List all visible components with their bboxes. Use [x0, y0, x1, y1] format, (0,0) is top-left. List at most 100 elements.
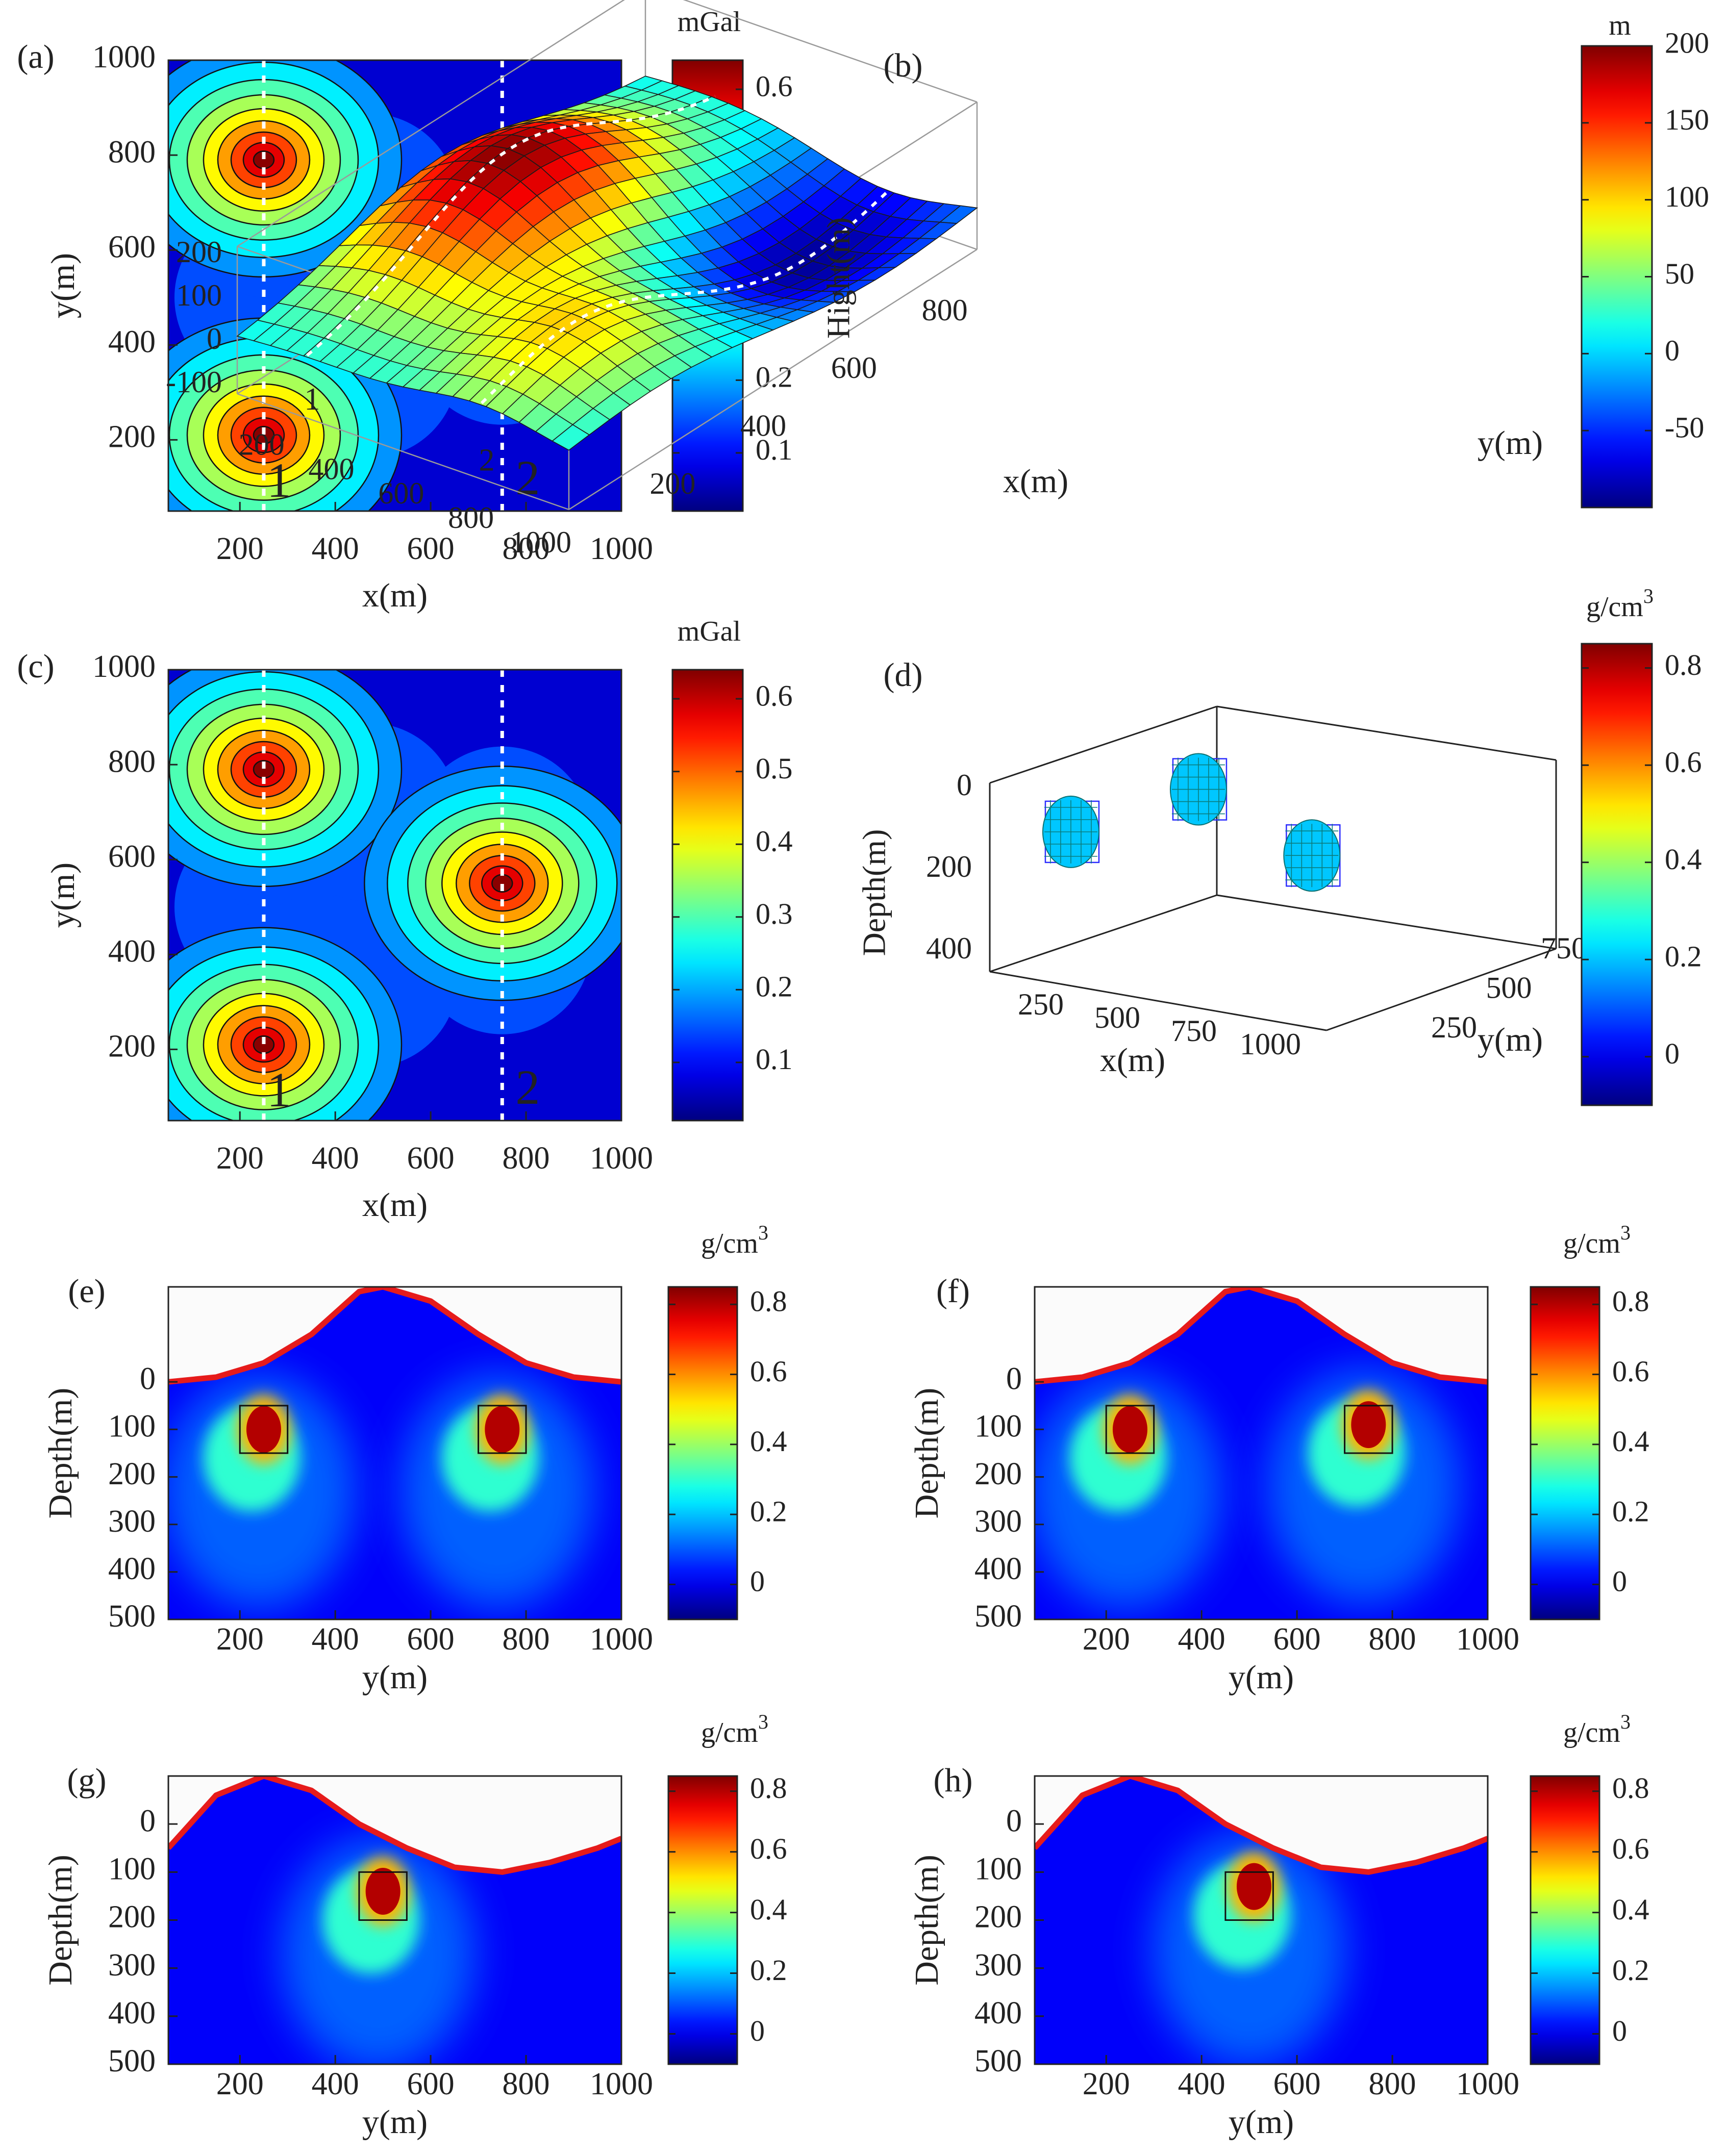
z-tick-label: -100 — [166, 365, 222, 399]
air-region — [1035, 1287, 1488, 1382]
true-body-outline — [358, 1871, 408, 1921]
x-axis-label: y(m) — [362, 1659, 428, 1696]
profile-label-2: 2 — [515, 450, 540, 505]
x-tick-label: 200 — [1083, 1622, 1130, 1657]
y-tick-label: 200 — [974, 1900, 1022, 1935]
panel-e: 200 400 600 800 1000 0 100 200 300 400 500 y(m) Dept… — [42, 1273, 653, 1696]
colorbar-d: 0 0.2 0.4 0.6 0.8 — [1581, 643, 1702, 1106]
colorbar-tick-label: 0.1 — [756, 1043, 793, 1076]
x-tick-label: 400 — [1178, 2067, 1225, 2101]
colorbar-title-base: g/cm — [701, 1228, 758, 1259]
x-axis-label: y(m) — [1229, 2103, 1294, 2141]
plot-area — [1035, 1776, 1488, 2064]
x-tick-label: 400 — [312, 2067, 359, 2101]
y-tick-label: 500 — [108, 1599, 156, 1634]
colorbar-tick-label: 0.2 — [750, 1954, 787, 1987]
x-tick-label: 400 — [312, 1141, 359, 1176]
colorbar-tick-label: 0.6 — [756, 679, 793, 712]
x-tick-label: 800 — [448, 501, 494, 535]
colorbar-tick-label: 0.2 — [1665, 940, 1702, 973]
colorbar-tick-label: 0 — [1612, 2014, 1627, 2047]
x-tick-label: 200 — [216, 1141, 264, 1176]
y-tick-label: 400 — [740, 409, 786, 442]
y-tick-label: 200 — [108, 1457, 156, 1491]
colorbar-title-superscript: 3 — [1620, 1710, 1631, 1733]
y-tick-label: 400 — [974, 1552, 1022, 1586]
colorbar-tick-label: 50 — [1665, 257, 1694, 290]
y-tick-label: 300 — [974, 1504, 1022, 1539]
x-tick-label: 200 — [216, 2067, 264, 2101]
y-axis-label: Depth(m) — [908, 1855, 945, 1986]
x-tick-label: 400 — [308, 452, 354, 486]
axes-frame — [167, 1286, 622, 1620]
colorbar-tick-label: 0 — [1665, 1037, 1680, 1070]
x-tick-label: 600 — [1273, 2067, 1321, 2101]
box-edge — [989, 971, 1327, 1031]
colorbar-tick-label: 0.6 — [750, 1832, 787, 1865]
y-tick-label: 400 — [108, 1996, 156, 2031]
colorbar-tick-label: 0.4 — [750, 1425, 787, 1458]
y-tick-label: 0 — [1006, 1362, 1022, 1397]
x-axis-label: y(m) — [1229, 1659, 1294, 1696]
x-tick-label: 600 — [407, 1141, 455, 1176]
y-tick-label: 300 — [108, 1948, 156, 1983]
x-axis-label: y(m) — [362, 2103, 428, 2141]
z-axis-label: Hight(m) — [820, 217, 857, 339]
density-peak — [365, 1868, 401, 1915]
x-axis-label: x(m) — [1003, 463, 1068, 500]
x-tick-label: 600 — [378, 476, 424, 510]
panel-label: (c) — [17, 648, 54, 685]
colorbar-tick-label: 0.6 — [750, 1355, 787, 1388]
y-tick-label: 500 — [974, 1599, 1022, 1634]
y-tick-label: 400 — [974, 1996, 1022, 2031]
y-tick-label: 800 — [108, 135, 156, 169]
y-axis-label: y(m) — [1478, 424, 1543, 462]
box-edge — [568, 248, 978, 511]
y-axis-label: y(m) — [1478, 1021, 1543, 1058]
x-tick-label: 200 — [216, 531, 264, 566]
surface-topography-line — [1035, 1776, 1488, 1875]
y-tick-label: 750 — [1541, 931, 1587, 965]
x-tick-label: 1000 — [1240, 1027, 1301, 1061]
colorbar-tick-label: 0 — [750, 2014, 765, 2047]
plot-area — [168, 1287, 621, 1619]
colorbar-tick-label: 200 — [1665, 26, 1709, 59]
x-tick-label: 200 — [216, 1622, 264, 1657]
box-edge — [989, 894, 1217, 973]
profile-label-1: 1 — [267, 453, 291, 508]
colorbar-gradient — [1581, 643, 1653, 1106]
box-edge — [1216, 894, 1557, 950]
colorbar-title-superscript: 3 — [758, 1710, 768, 1733]
colorbar-tick-label: 0.6 — [756, 69, 793, 103]
y-tick-label: 200 — [649, 467, 695, 500]
box-edge — [989, 705, 1217, 784]
y-tick-label: 200 — [108, 420, 156, 454]
true-body-outline — [239, 1405, 289, 1454]
colorbar-tick-label: 0.4 — [750, 1893, 787, 1926]
colorbar-tick-label: 0.4 — [756, 825, 793, 858]
y-tick-label: 600 — [831, 351, 877, 385]
x-tick-label: 800 — [503, 1622, 550, 1657]
x-tick-label: 1000 — [510, 525, 571, 559]
x-tick-label: 400 — [312, 531, 359, 566]
panel-c: 1 2 200 400 600 800 1000 200 400 600 800 1000 x(m) y(… — [17, 648, 653, 1224]
colorbar-tick-label: 0 — [1665, 334, 1680, 367]
x-axis-label: x(m) — [362, 1186, 428, 1224]
y-tick-label: 300 — [108, 1504, 156, 1539]
air-region — [168, 1776, 621, 1872]
x-tick-label: 800 — [1369, 2067, 1416, 2101]
x-tick-label: 750 — [1171, 1014, 1217, 1048]
colorbar-gradient — [1530, 1286, 1600, 1620]
panel-h: 200 400 600 800 1000 0 100 200 300 400 500 y(m) Dept… — [908, 1762, 1519, 2141]
y-tick-label: 0 — [1006, 1804, 1022, 1838]
colorbar-tick-label: 0.6 — [1665, 745, 1702, 778]
colorbar-tick-label: 0.6 — [1612, 1832, 1649, 1865]
colorbar-title: g/cm3 — [701, 1221, 768, 1259]
x-tick-label: 600 — [1273, 1622, 1321, 1657]
colorbar-tick-label: 150 — [1665, 103, 1709, 136]
plot-area — [1035, 1287, 1488, 1619]
x-tick-label: 200 — [1083, 2067, 1130, 2101]
surface-topography-line — [168, 1776, 621, 1875]
colorbar-tick-label: 0.6 — [1612, 1355, 1649, 1388]
colorbar-title: mGal — [678, 616, 741, 647]
